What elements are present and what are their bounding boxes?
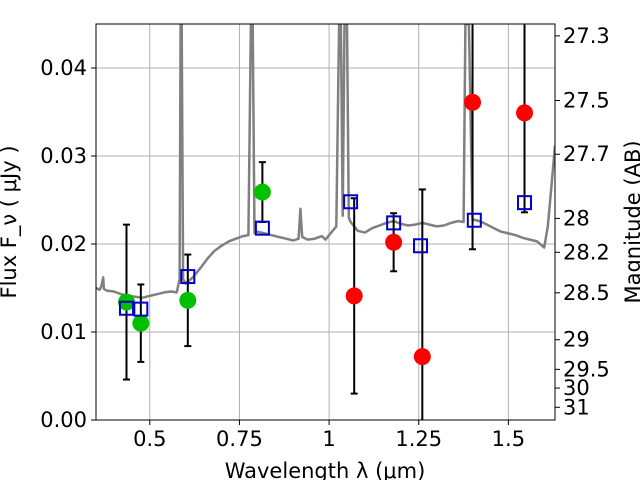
y-tick-label: 0.01	[40, 320, 87, 344]
x-tick-label: 0.5	[133, 427, 166, 451]
x-axis-label: Wavelength λ (μm)	[225, 459, 426, 480]
model-spectrum-line	[96, 24, 555, 299]
red-data-point	[516, 104, 534, 122]
plot-frame	[95, 23, 556, 421]
model-flux-square	[386, 215, 402, 231]
model-flux-square	[466, 212, 482, 228]
model-flux-square	[254, 220, 270, 236]
model-flux-square	[118, 300, 134, 316]
model-flux-square	[413, 238, 429, 254]
y2-tick-label: 27.7	[563, 142, 610, 166]
y2-tick-label: 31	[563, 395, 590, 419]
y2-tick-label: 30	[563, 376, 590, 400]
y-tick-label: 0.04	[40, 56, 87, 80]
model-flux-square	[180, 269, 196, 285]
error-bar	[469, 24, 477, 251]
model-flux-square	[343, 194, 359, 210]
y2-axis-label: Magnitude (AB)	[621, 140, 640, 303]
spectrum-layer	[96, 24, 555, 299]
y-tick-label: 0.02	[40, 232, 87, 256]
x-tick-label: 1.5	[492, 427, 525, 451]
marker-layer	[117, 93, 534, 366]
y2-tick-label: 28.2	[563, 240, 610, 264]
y2-tick-label: 28.5	[563, 281, 610, 305]
x-tick-label: 1	[322, 427, 335, 451]
y2-tick-label: 29.5	[563, 357, 610, 381]
y-tick-label: 0.00	[40, 408, 87, 432]
y2-tick-label: 27.5	[563, 88, 610, 112]
y2-tick-label: 27.3	[563, 24, 610, 48]
green-data-point	[179, 291, 197, 309]
y-tick-label: 0.03	[40, 144, 87, 168]
green-data-point	[132, 314, 150, 332]
y2-tick-label: 29	[563, 328, 590, 352]
error-bar	[418, 188, 426, 420]
green-data-point	[253, 183, 271, 201]
red-data-point	[413, 348, 431, 366]
model-flux-square	[133, 301, 149, 317]
model-flux-square	[517, 195, 533, 211]
y-axis-label: Flux F_ν ( μJy )	[0, 145, 22, 298]
axes: 0.5 0.75 1 1.25 1.5 0.00 0.01 0.02 0.03 0.04 27.3 2…	[40, 24, 610, 451]
red-data-point	[345, 287, 363, 305]
x-tick-label: 1.25	[395, 427, 442, 451]
red-data-point	[385, 233, 403, 251]
y2-tick-label: 28	[563, 206, 590, 230]
red-data-point	[464, 93, 482, 111]
x-tick-label: 0.75	[216, 427, 263, 451]
